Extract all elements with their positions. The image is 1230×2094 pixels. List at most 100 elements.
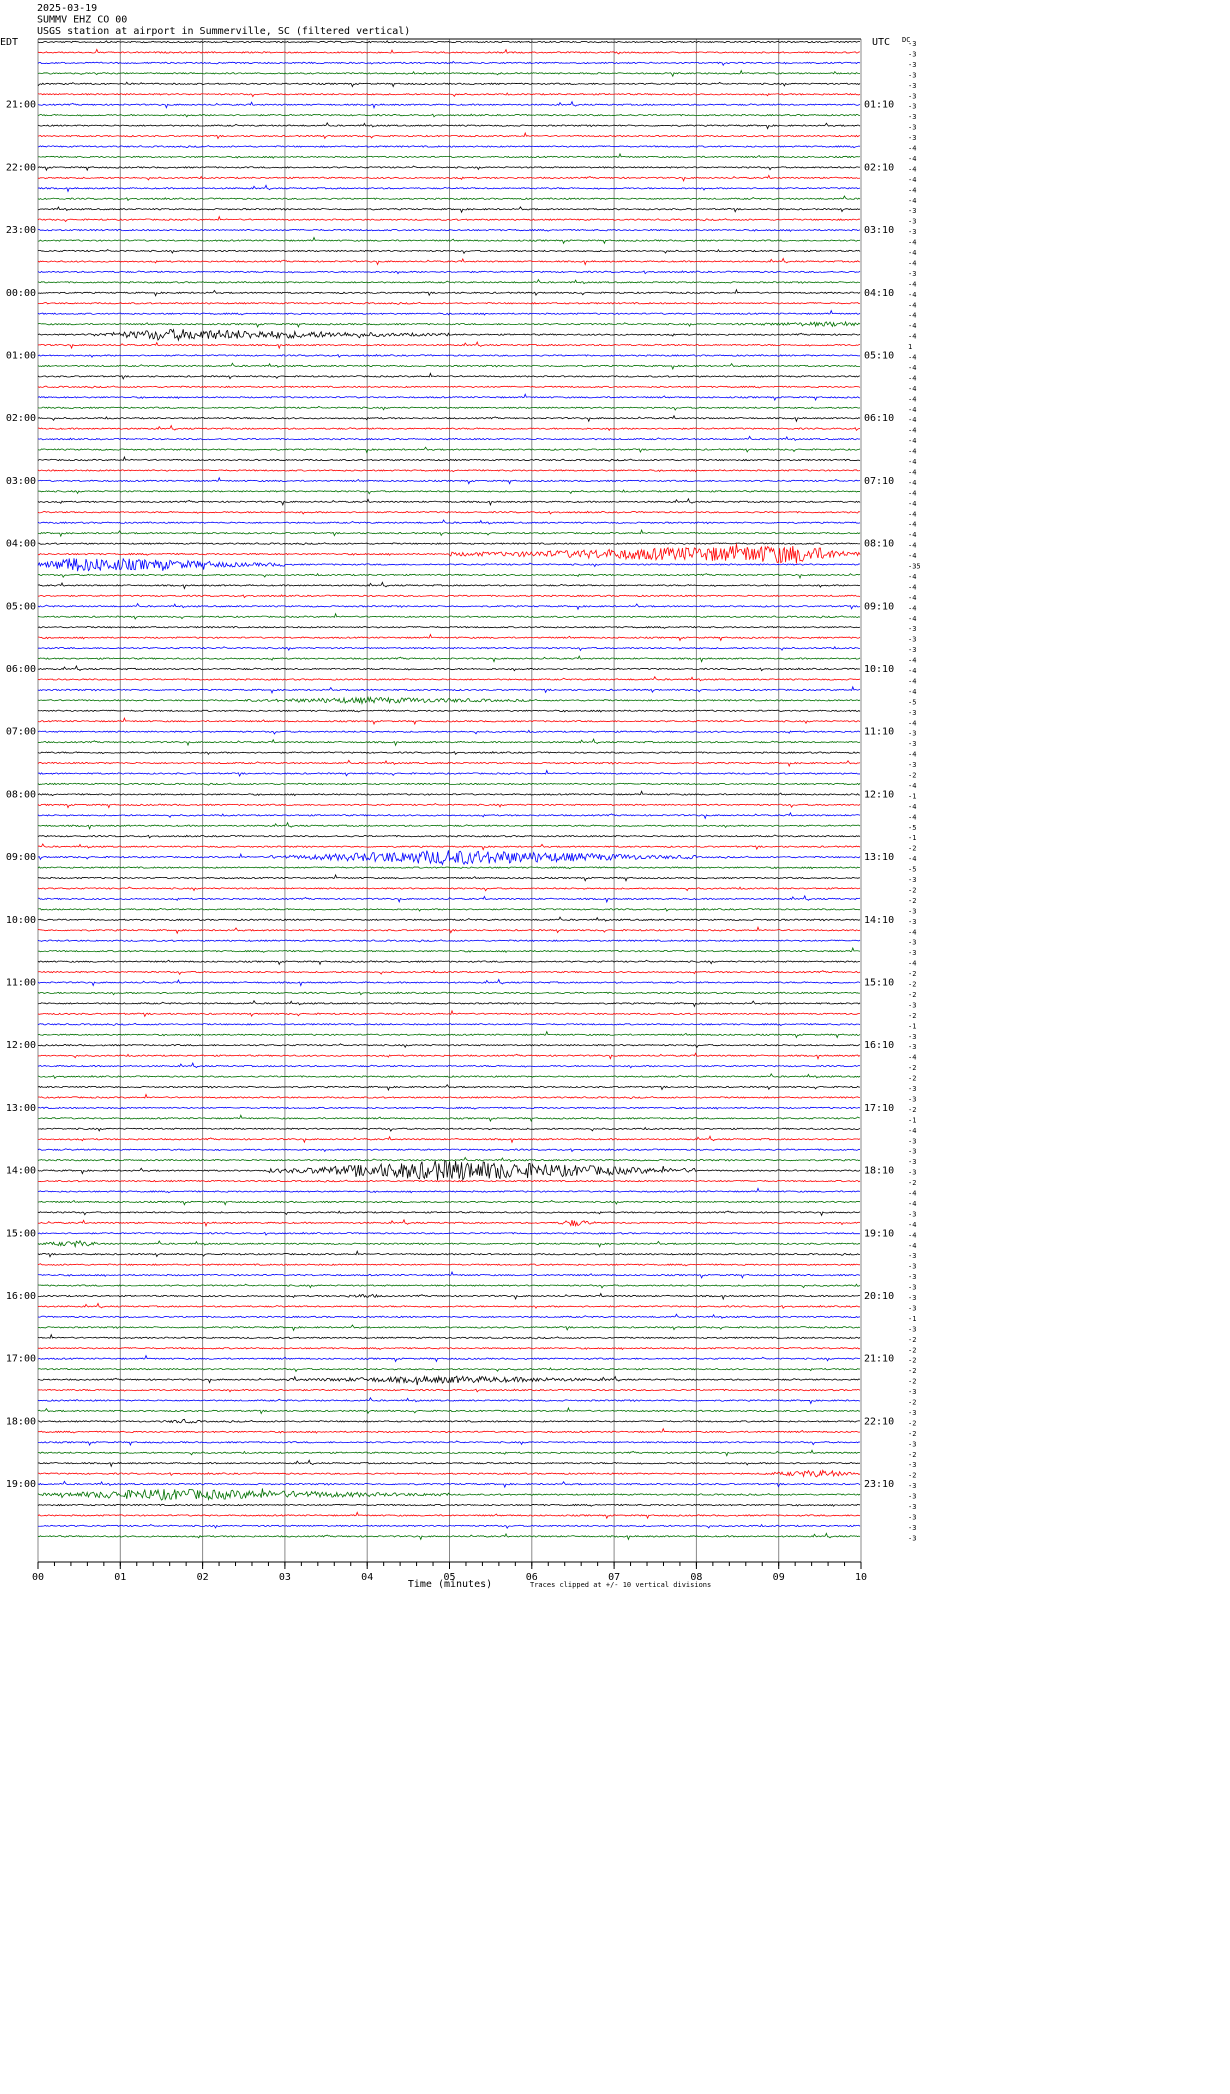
dc-value: -3 [908, 918, 916, 926]
trace [37, 145, 861, 149]
trace [37, 1062, 861, 1069]
trace [37, 519, 861, 525]
dc-value: -2 [908, 1106, 916, 1114]
x-tick-label: 02 [197, 1572, 209, 1583]
right-zone: UTC [872, 37, 890, 48]
trace [37, 248, 861, 255]
dc-value: -1 [908, 1116, 916, 1124]
trace [37, 834, 861, 839]
right-time-label: 19:10 [864, 1228, 894, 1239]
trace [37, 435, 861, 442]
dc-value: -4 [908, 677, 916, 685]
trace [37, 1324, 861, 1332]
trace [37, 309, 861, 316]
dc-header: DC [902, 36, 910, 44]
dc-value: -4 [908, 301, 916, 309]
dc-value: -4 [908, 1221, 916, 1229]
dc-value: -1 [908, 792, 916, 800]
x-tick-label: 05 [443, 1572, 455, 1583]
trace [37, 542, 861, 546]
dc-value: -4 [908, 782, 916, 790]
dc-value: -4 [908, 186, 916, 194]
trace [37, 1375, 861, 1386]
footnote: Traces clipped at +/- 10 vertical divisi… [530, 1581, 711, 1589]
dc-value: -4 [908, 176, 916, 184]
trace [37, 489, 861, 495]
left-time-label: 03:00 [6, 476, 36, 487]
left-time-label: 02:00 [6, 413, 36, 424]
trace [37, 1469, 861, 1478]
trace [37, 1313, 861, 1319]
right-time-label: 12:10 [864, 789, 894, 800]
dc-value: -3 [908, 1294, 916, 1302]
dc-value: -3 [908, 730, 916, 738]
dc-value: -3 [908, 636, 916, 644]
dc-value: -4 [908, 479, 916, 487]
dc-value: -3 [908, 1524, 916, 1532]
trace [37, 1427, 861, 1434]
trace [37, 328, 861, 342]
right-time-label: 03:10 [864, 225, 894, 236]
trace [37, 1043, 861, 1049]
trace [37, 122, 861, 130]
trace [37, 1418, 861, 1424]
right-time-label: 07:10 [864, 476, 894, 487]
right-time-label: 14:10 [864, 915, 894, 926]
trace [37, 362, 860, 371]
dc-value: -1 [908, 834, 916, 842]
trace [37, 1459, 861, 1468]
left-time-label: 10:00 [6, 915, 36, 926]
x-tick-label: 03 [279, 1572, 291, 1583]
trace [37, 572, 861, 580]
dc-value: -2 [908, 1064, 916, 1072]
dc-value: -3 [908, 1503, 916, 1511]
trace [37, 1406, 861, 1415]
trace [37, 602, 861, 611]
dc-value: -4 [908, 354, 916, 362]
dc-value: -3 [908, 1284, 916, 1292]
dc-value: -3 [908, 646, 916, 654]
trace [37, 1480, 861, 1489]
trace [37, 759, 861, 768]
dc-value: -2 [908, 1430, 916, 1438]
dc-value: -4 [908, 364, 916, 372]
trace [37, 978, 861, 987]
dc-value: -2 [908, 897, 916, 905]
trace [37, 1283, 861, 1289]
dc-value: -4 [908, 197, 916, 205]
trace [37, 1532, 861, 1541]
dc-value: -3 [908, 134, 916, 142]
dc-value: -4 [908, 468, 916, 476]
dc-value: -3 [908, 1388, 916, 1396]
dc-value: -2 [908, 1378, 916, 1386]
dc-value: -5 [908, 698, 916, 706]
left-zone: EDT [0, 37, 18, 48]
right-time-label: 21:10 [864, 1354, 894, 1365]
title-line: SUMMV EHZ CO 00 [37, 15, 127, 26]
dc-value: -3 [908, 1169, 916, 1177]
trace [37, 1333, 861, 1340]
dc-value: -4 [908, 416, 916, 424]
dc-value: -4 [908, 165, 916, 173]
trace [37, 1388, 861, 1393]
trace [37, 372, 861, 380]
trace [37, 1354, 861, 1363]
dc-value: -3 [908, 1033, 916, 1041]
dc-value: -3 [908, 761, 916, 769]
trace [37, 40, 861, 44]
dc-value: -4 [908, 322, 916, 330]
trace [37, 1030, 861, 1039]
trace [37, 288, 861, 297]
trace [37, 1488, 861, 1501]
dc-value: -2 [908, 981, 916, 989]
x-tick-label: 10 [855, 1572, 867, 1583]
dc-value: -2 [908, 1346, 916, 1354]
trace [37, 100, 861, 110]
left-time-label: 07:00 [6, 727, 36, 738]
trace [37, 455, 861, 462]
dc-value: -3 [908, 103, 916, 111]
trace [37, 1218, 861, 1228]
trace [37, 581, 861, 590]
trace [37, 353, 861, 358]
trace [37, 750, 861, 756]
